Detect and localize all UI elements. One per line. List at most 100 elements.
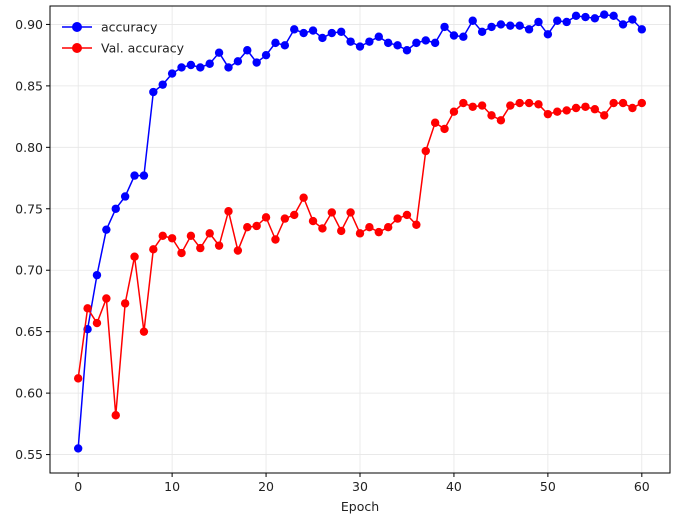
- data-point-val-accuracy: [374, 227, 383, 237]
- data-point-val-accuracy: [177, 248, 186, 258]
- data-point-accuracy: [374, 32, 383, 41]
- data-point-val-accuracy: [261, 213, 271, 222]
- data-point-val-accuracy: [167, 234, 177, 243]
- data-point-accuracy: [186, 60, 196, 70]
- data-point-val-accuracy: [590, 105, 600, 114]
- data-point-accuracy: [412, 38, 421, 48]
- data-point-val-accuracy: [402, 210, 412, 220]
- data-point-val-accuracy: [430, 118, 440, 127]
- data-point-val-accuracy: [600, 111, 609, 120]
- data-point-val-accuracy: [299, 193, 308, 202]
- x-tick-label: 20: [258, 479, 274, 494]
- data-point-val-accuracy: [571, 103, 581, 113]
- legend-entry-val-accuracy: Val. accuracy: [62, 41, 185, 56]
- data-point-val-accuracy: [73, 374, 83, 383]
- y-axis: 0.55 0.60 0.65 0.70 0.75 0.80 0.85 0.90: [15, 17, 50, 462]
- data-point-val-accuracy: [581, 102, 590, 111]
- data-point-accuracy: [290, 25, 299, 34]
- data-point-accuracy: [111, 204, 120, 213]
- data-point-val-accuracy: [111, 411, 120, 420]
- data-point-val-accuracy: [618, 98, 628, 108]
- data-point-val-accuracy: [243, 223, 252, 232]
- data-point-accuracy: [477, 27, 487, 37]
- data-point-val-accuracy: [318, 224, 327, 233]
- series-val-accuracy: [73, 98, 647, 420]
- y-tick-label: 0.75: [15, 201, 43, 216]
- data-point-val-accuracy: [233, 246, 243, 255]
- legend: accuracy Val. accuracy: [62, 20, 185, 56]
- data-point-accuracy: [487, 22, 496, 32]
- data-point-val-accuracy: [628, 103, 637, 113]
- data-point-val-accuracy: [553, 107, 562, 116]
- y-tick-label: 0.70: [15, 263, 43, 278]
- data-point-val-accuracy: [393, 214, 402, 223]
- data-point-accuracy: [355, 42, 365, 51]
- data-point-accuracy: [299, 28, 308, 38]
- data-point-accuracy: [506, 21, 515, 30]
- y-tick-label: 0.90: [15, 17, 43, 32]
- data-point-accuracy: [120, 192, 130, 201]
- x-axis: 0 10 20 30 40 50 60: [74, 473, 650, 494]
- data-point-accuracy: [346, 37, 355, 46]
- data-point-accuracy: [524, 25, 534, 34]
- data-point-val-accuracy: [120, 299, 130, 308]
- data-point-accuracy: [73, 444, 83, 453]
- data-point-val-accuracy: [224, 207, 233, 216]
- data-point-accuracy: [600, 10, 609, 19]
- y-tick-label: 0.60: [15, 386, 43, 401]
- data-point-accuracy: [618, 20, 628, 29]
- x-tick-label: 30: [352, 479, 368, 494]
- data-point-val-accuracy: [506, 101, 515, 110]
- data-point-accuracy: [562, 17, 571, 27]
- data-point-accuracy: [318, 33, 327, 43]
- data-point-accuracy: [327, 28, 337, 38]
- data-point-val-accuracy: [158, 231, 167, 241]
- grid: [50, 6, 670, 473]
- data-point-accuracy: [167, 69, 177, 78]
- data-point-accuracy: [214, 48, 224, 57]
- data-point-accuracy: [261, 50, 271, 60]
- series-accuracy: [73, 10, 647, 453]
- data-point-accuracy: [430, 38, 440, 48]
- data-point-accuracy: [205, 59, 214, 68]
- data-point-val-accuracy: [440, 124, 449, 134]
- data-point-val-accuracy: [487, 111, 496, 120]
- data-point-accuracy: [393, 41, 402, 50]
- data-point-accuracy: [571, 11, 581, 21]
- legend-marker-accuracy: [72, 22, 82, 32]
- x-tick-label: 50: [540, 479, 556, 494]
- data-point-val-accuracy: [92, 318, 102, 328]
- data-point-accuracy: [402, 46, 412, 55]
- y-tick-label: 0.65: [15, 324, 43, 339]
- data-point-val-accuracy: [186, 231, 196, 241]
- data-point-accuracy: [496, 20, 506, 29]
- data-point-accuracy: [271, 38, 280, 48]
- data-point-val-accuracy: [337, 226, 346, 236]
- data-point-accuracy: [233, 57, 243, 66]
- data-point-val-accuracy: [524, 98, 534, 108]
- data-point-accuracy: [158, 80, 167, 89]
- data-point-accuracy: [590, 14, 600, 23]
- data-point-val-accuracy: [543, 109, 553, 119]
- legend-label-accuracy: accuracy: [101, 20, 158, 35]
- x-tick-label: 60: [634, 479, 650, 494]
- data-point-val-accuracy: [280, 214, 290, 223]
- data-point-accuracy: [440, 22, 449, 32]
- data-point-accuracy: [337, 27, 346, 37]
- x-tick-label: 10: [164, 479, 180, 494]
- data-point-val-accuracy: [562, 106, 571, 115]
- data-point-accuracy: [637, 25, 647, 34]
- data-point-val-accuracy: [139, 327, 149, 336]
- x-tick-label: 40: [446, 479, 462, 494]
- legend-label-val-accuracy: Val. accuracy: [101, 41, 185, 56]
- data-point-val-accuracy: [252, 221, 261, 231]
- data-point-val-accuracy: [290, 210, 299, 220]
- data-point-accuracy: [449, 31, 459, 40]
- data-point-accuracy: [459, 32, 468, 41]
- y-tick-label: 0.85: [15, 78, 43, 93]
- data-point-accuracy: [383, 38, 393, 48]
- data-point-accuracy: [581, 12, 590, 22]
- data-point-accuracy: [609, 11, 618, 21]
- legend-entry-accuracy: accuracy: [62, 20, 158, 35]
